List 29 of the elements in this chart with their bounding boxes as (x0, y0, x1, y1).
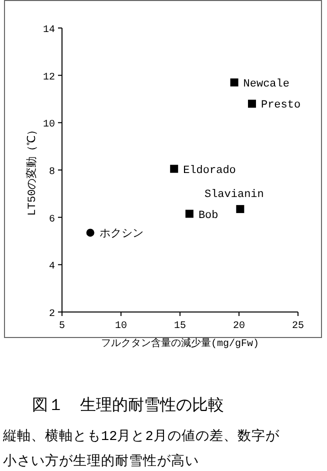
text: 図１ 生理的耐雪性の比較 (32, 396, 224, 415)
annotation: Bob (198, 210, 218, 222)
text: 小さい方が生理的耐雪性が高い (3, 453, 199, 470)
y-tick-label: 2 (48, 309, 55, 320)
x-tick-label: 5 (58, 321, 66, 332)
x-tick-label: 10 (114, 321, 128, 332)
x-tick-label: 25 (292, 321, 304, 332)
text: 縦軸、横軸とも12月と2月の値の差、数字が (2, 428, 280, 445)
annotation: Slavianin (204, 189, 264, 202)
point (230, 78, 238, 86)
y-tick-label: 8 (48, 167, 55, 178)
y-tick-label: 4 (48, 262, 55, 273)
x-tick-label: 20 (232, 321, 246, 332)
annotation: ホクシン (99, 228, 144, 241)
x-axis-title: フルクタン含量の減少量(mg/gFw) (100, 337, 260, 350)
annotation: Newcale (243, 78, 290, 90)
annotation: Presto (260, 100, 301, 112)
point (248, 100, 256, 108)
y-tick-label: 6 (48, 214, 55, 226)
point (86, 228, 94, 237)
x-tick-label: 15 (174, 321, 186, 332)
point (185, 210, 194, 218)
y-tick-label: 10 (42, 120, 55, 131)
y-tick-label: 14 (42, 25, 55, 36)
y-tick-label: 12 (42, 72, 55, 84)
point (236, 205, 244, 214)
point (170, 164, 178, 173)
annotation: Eldorado (183, 164, 236, 177)
y-axis-title: LT50の変動（℃） (25, 124, 39, 216)
